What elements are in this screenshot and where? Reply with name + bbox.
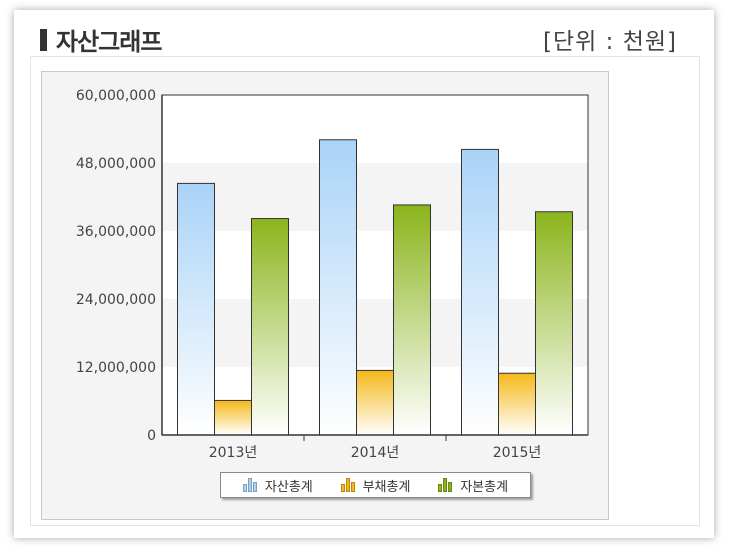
bar bbox=[461, 148, 499, 436]
legend-label-liabilities: 부채총계 bbox=[362, 479, 411, 495]
legend-item-liabilities[interactable]: 부채총계 bbox=[340, 476, 411, 495]
bar bbox=[177, 182, 215, 436]
x-tick-label: 2014년 bbox=[351, 445, 400, 461]
y-tick-label: 0 bbox=[147, 428, 156, 444]
bar bbox=[535, 211, 573, 436]
bar-chart-icon bbox=[438, 478, 454, 492]
x-tick-label: 2013년 bbox=[209, 445, 258, 461]
y-tick-label: 48,000,000 bbox=[76, 156, 156, 172]
legend-label-equity: 자본총계 bbox=[460, 479, 509, 495]
bar bbox=[356, 369, 394, 436]
bar bbox=[393, 204, 431, 436]
legend-item-equity[interactable]: 자본총계 bbox=[438, 476, 508, 495]
bar-chart-icon bbox=[340, 478, 357, 492]
y-tick-label: 12,000,000 bbox=[76, 360, 156, 376]
chart-panel-border bbox=[30, 56, 700, 526]
bar bbox=[214, 399, 252, 436]
unit-label: [단위 : 천원] bbox=[543, 29, 677, 55]
y-tick-label: 36,000,000 bbox=[76, 224, 156, 240]
legend-item-assets[interactable]: 자산총계 bbox=[242, 476, 313, 495]
bar bbox=[251, 218, 289, 436]
y-tick-label: 24,000,000 bbox=[76, 292, 156, 308]
title-marker bbox=[40, 29, 47, 51]
bar-chart-icon bbox=[242, 478, 259, 492]
legend-label-assets: 자산총계 bbox=[264, 479, 313, 495]
y-tick-label: 60,000,000 bbox=[76, 88, 156, 104]
x-tick-label: 2015년 bbox=[493, 445, 542, 461]
grid-band bbox=[162, 163, 588, 231]
grid-band bbox=[162, 299, 588, 367]
chart-legend: 자산총계 부채총계 자본총계 bbox=[220, 472, 531, 498]
bar bbox=[319, 139, 357, 436]
page-title: 자산그래프 bbox=[56, 28, 162, 56]
bar bbox=[498, 372, 536, 436]
